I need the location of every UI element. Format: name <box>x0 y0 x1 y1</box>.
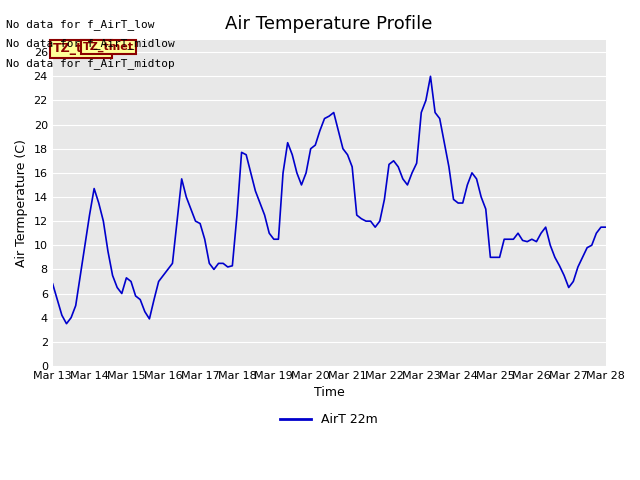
Y-axis label: Air Termperature (C): Air Termperature (C) <box>15 139 28 267</box>
Text: TZ_tmet: TZ_tmet <box>52 42 110 55</box>
Text: No data for f_AirT_midlow: No data for f_AirT_midlow <box>6 38 175 49</box>
Title: Air Temperature Profile: Air Temperature Profile <box>225 15 433 33</box>
X-axis label: Time: Time <box>314 386 344 399</box>
Text: TZ_tmet: TZ_tmet <box>83 42 134 52</box>
Text: No data for f_AirT_midtop: No data for f_AirT_midtop <box>6 58 175 69</box>
Text: No data for f_AirT_low: No data for f_AirT_low <box>6 19 155 30</box>
Legend: AirT 22m: AirT 22m <box>275 408 383 432</box>
